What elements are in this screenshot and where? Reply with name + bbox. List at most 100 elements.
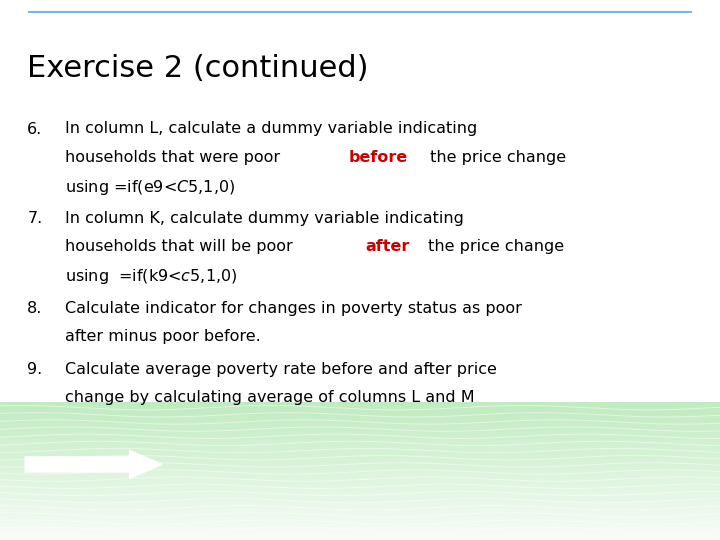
FancyArrow shape — [25, 450, 162, 478]
Bar — [0, 442, 720, 444]
Bar — [0, 528, 720, 529]
Bar — [0, 437, 720, 438]
Bar — [0, 406, 720, 407]
Text: In column L, calculate a dummy variable indicating: In column L, calculate a dummy variable … — [65, 122, 477, 137]
Bar — [0, 481, 720, 482]
Bar — [0, 509, 720, 510]
Bar — [0, 462, 720, 463]
Text: the price change: the price change — [426, 150, 567, 165]
Bar — [0, 441, 720, 442]
Bar — [0, 516, 720, 517]
Bar — [0, 505, 720, 507]
Bar — [0, 482, 720, 483]
Bar — [0, 504, 720, 505]
Bar — [0, 457, 720, 458]
Text: using =if(e9<$C$5,1,0): using =if(e9<$C$5,1,0) — [65, 178, 235, 197]
Bar — [0, 468, 720, 469]
Text: households that will be poor: households that will be poor — [65, 239, 297, 254]
Text: the price change: the price change — [423, 239, 564, 254]
Bar — [0, 503, 720, 504]
Text: Exercise 2 (continued): Exercise 2 (continued) — [27, 54, 369, 83]
Bar — [0, 460, 720, 461]
Bar — [0, 538, 720, 539]
Text: Calculate indicator for changes in poverty status as poor: Calculate indicator for changes in pover… — [65, 301, 522, 316]
Bar — [0, 414, 720, 415]
Bar — [0, 486, 720, 487]
Bar — [0, 518, 720, 519]
Bar — [0, 501, 720, 502]
Bar — [0, 471, 720, 472]
Bar — [0, 523, 720, 524]
Bar — [0, 440, 720, 441]
Bar — [0, 521, 720, 522]
Bar — [0, 421, 720, 422]
Bar — [0, 470, 720, 471]
Bar — [0, 532, 720, 533]
Bar — [0, 429, 720, 430]
Bar — [0, 530, 720, 531]
Text: after minus poor before.: after minus poor before. — [65, 329, 261, 344]
Bar — [0, 426, 720, 427]
Bar — [0, 464, 720, 465]
Bar — [0, 453, 720, 454]
Bar — [0, 475, 720, 476]
Text: 7.: 7. — [27, 211, 42, 226]
Bar — [0, 404, 720, 406]
Bar — [0, 447, 720, 448]
Bar — [0, 495, 720, 496]
Bar — [0, 467, 720, 468]
Bar — [0, 524, 720, 525]
Bar — [0, 423, 720, 424]
Bar — [0, 403, 720, 404]
Bar — [0, 488, 720, 489]
Bar — [0, 499, 720, 500]
Bar — [0, 525, 720, 526]
Bar — [0, 510, 720, 511]
Bar — [0, 445, 720, 446]
Bar — [0, 519, 720, 521]
Bar — [0, 478, 720, 479]
Bar — [0, 526, 720, 528]
Bar — [0, 409, 720, 410]
Bar — [0, 494, 720, 495]
Bar — [0, 502, 720, 503]
Bar — [0, 458, 720, 460]
Bar — [0, 408, 720, 409]
Bar — [0, 493, 720, 494]
Bar — [0, 514, 720, 515]
Text: 9.: 9. — [27, 362, 42, 377]
Bar — [0, 476, 720, 477]
Bar — [0, 449, 720, 450]
Bar — [0, 439, 720, 440]
Text: Calculate average poverty rate before and after price: Calculate average poverty rate before an… — [65, 362, 497, 377]
Bar — [0, 418, 720, 420]
Bar — [0, 515, 720, 516]
Bar — [0, 537, 720, 538]
Bar — [0, 539, 720, 540]
Bar — [0, 496, 720, 497]
Bar — [0, 448, 720, 449]
Bar — [0, 410, 720, 411]
Bar — [0, 407, 720, 408]
Bar — [0, 451, 720, 453]
Bar — [0, 472, 720, 474]
Text: change by calculating average of columns L and M: change by calculating average of columns… — [65, 390, 474, 406]
Bar — [0, 444, 720, 445]
Bar — [0, 450, 720, 451]
Text: In column K, calculate dummy variable indicating: In column K, calculate dummy variable in… — [65, 211, 464, 226]
Bar — [0, 433, 720, 434]
Bar — [0, 436, 720, 437]
Bar — [0, 411, 720, 413]
Bar — [0, 413, 720, 414]
Bar — [0, 536, 720, 537]
Bar — [0, 420, 720, 421]
Bar — [0, 456, 720, 457]
Bar — [0, 491, 720, 492]
Bar — [0, 533, 720, 534]
Bar — [0, 517, 720, 518]
Bar — [0, 487, 720, 488]
Bar — [0, 529, 720, 530]
Bar — [0, 431, 720, 432]
Bar — [0, 463, 720, 464]
Bar — [0, 512, 720, 514]
